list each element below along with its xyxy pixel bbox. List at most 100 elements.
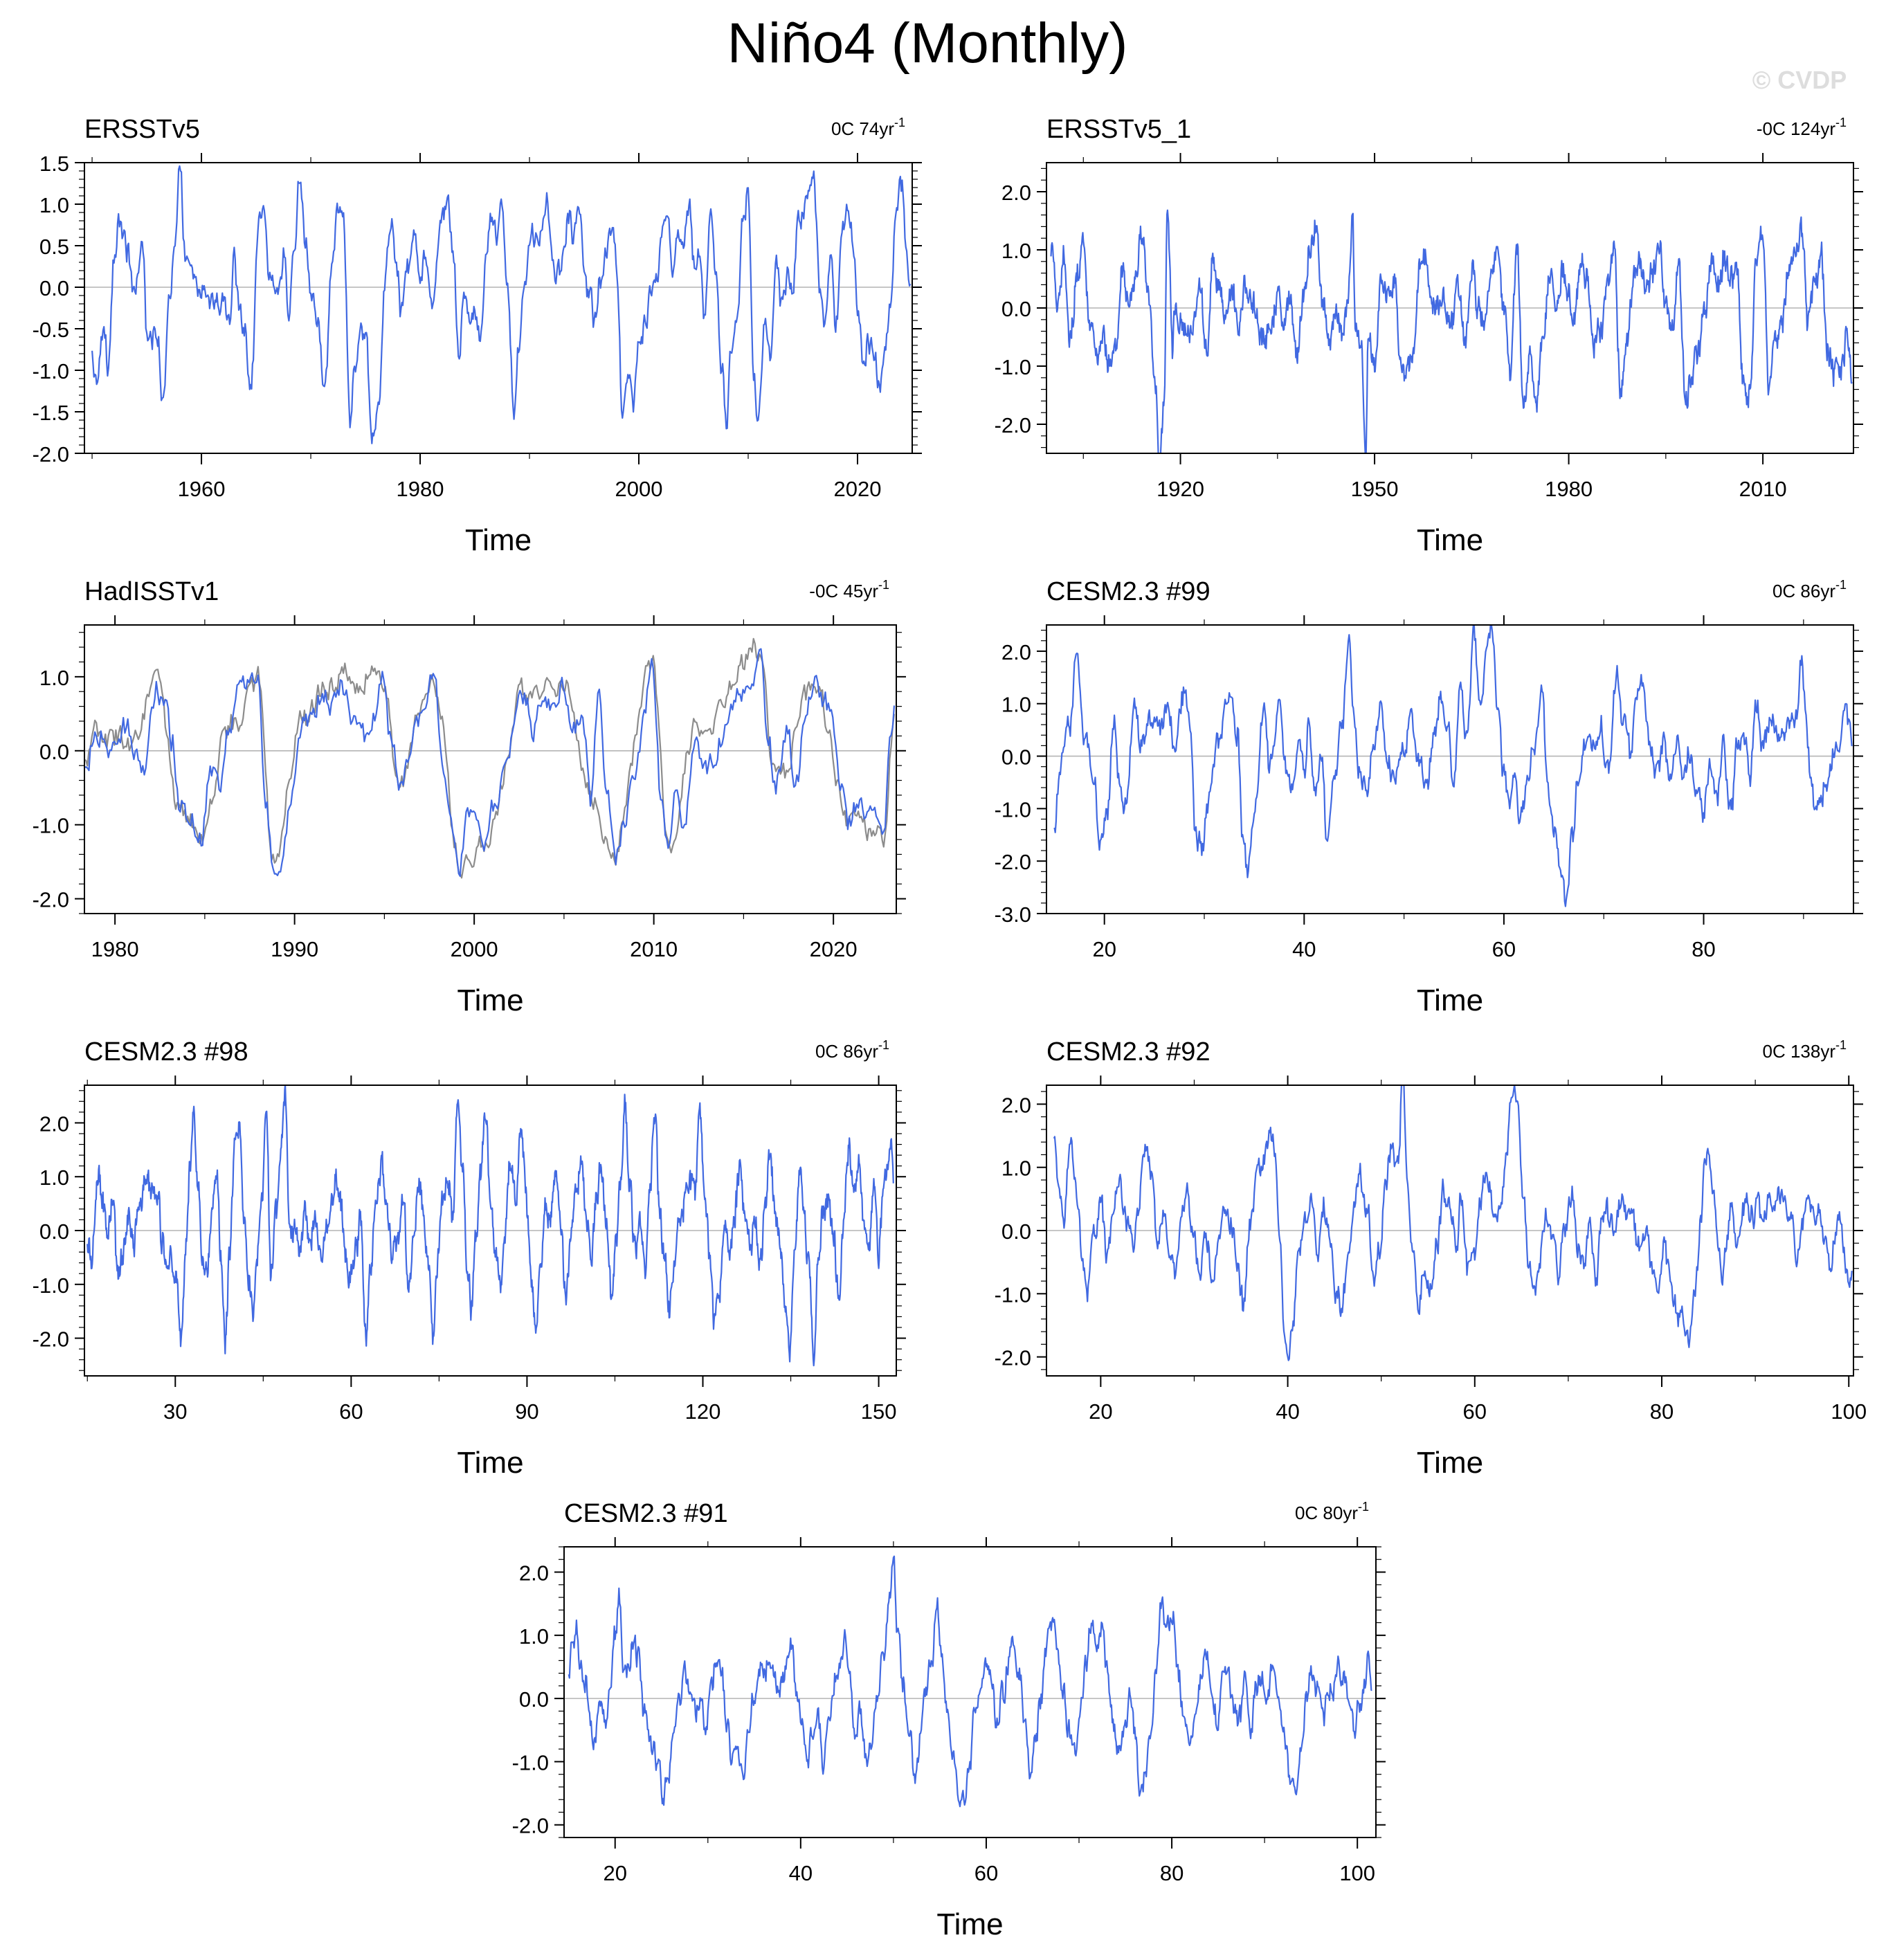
x-axis-label: Time [1417,1446,1483,1480]
figure-title: Niño4 (Monthly) [727,12,1128,75]
x-tick-label: 1980 [1545,477,1593,501]
chart-panel-1: ERSSTv5 0C 74yr-1 -2.0 -1.5 -1.0 -0.5 0.0 0.5 1.… [33,115,922,557]
x-tick-label: 1960 [178,477,226,501]
y-tick-label: 2.0 [519,1561,549,1586]
x-tick-label: 30 [163,1399,187,1424]
x-tick-label: 2000 [615,477,663,501]
x-tick-label: 2020 [834,477,882,501]
cvdp-watermark: © CVDP [1752,66,1847,94]
x-axis-label: Time [1417,523,1483,557]
x-tick-label: 60 [1492,937,1516,961]
x-tick-label: 1980 [91,937,139,961]
y-tick-label: 0.0 [39,276,69,300]
y-tick-label: 2.0 [1001,640,1031,664]
trend-label-exponent: -1 [1835,1038,1847,1052]
trend-label-exponent: -1 [878,578,889,592]
y-tick-label: 1.0 [1001,1156,1031,1181]
plot-frame [1046,624,1854,914]
x-tick-label: 60 [974,1861,998,1885]
series-group [1050,209,1853,453]
trend-label: 0C 74yr-1 [831,116,905,139]
x-tick-label: 1980 [397,477,444,501]
y-tick-label: 0.5 [39,235,69,259]
y-tick-label: 0.0 [1001,297,1031,321]
panel-title: ERSSTv5_1 [1046,115,1191,144]
series-group [1053,625,1853,907]
x-tick-label: 80 [1160,1861,1184,1885]
y-tick-label: -1.0 [33,814,69,838]
y-tick-label: -2.0 [33,442,69,466]
x-tick-label: 60 [1463,1399,1487,1424]
x-axis-label: Time [457,1446,523,1480]
series-line-main [1050,209,1853,453]
trend-label-exponent: -1 [1835,578,1847,592]
trend-label: 0C 86yr-1 [815,1038,889,1062]
y-tick-label: 0.0 [519,1687,549,1712]
chart-panel-7: CESM2.3 #91 0C 80yr-1 -2.0 -1.0 0.0 1.0 2.0 20 4… [512,1499,1386,1941]
series-group [87,1085,894,1367]
y-tick-label: -1.0 [33,359,69,383]
series-line-main [91,165,912,444]
chart-panel-6: CESM2.3 #92 0C 138yr-1 -2.0 -1.0 0.0 1.0 2.0 20… [995,1037,1867,1480]
x-tick-label: 80 [1650,1399,1674,1424]
trend-label: -0C 124yr-1 [1757,116,1847,139]
y-tick-label: 1.0 [39,193,69,217]
y-tick-label: -2.0 [995,1346,1031,1370]
chart-panel-3: HadISSTv1 -0C 45yr-1 -2.0 -1.0 0.0 1.0 1980 199… [33,577,906,1017]
x-tick-label: 2010 [1739,477,1787,501]
panel-grid: ERSSTv5 0C 74yr-1 -2.0 -1.5 -1.0 -0.5 0.0 0.5 1.… [33,115,1867,1941]
y-tick-label: -1.5 [33,401,69,425]
y-tick-label: -3.0 [995,902,1031,927]
plot-frame [84,624,897,914]
trend-label: 0C 138yr-1 [1762,1038,1847,1062]
y-tick-label: 1.0 [519,1624,549,1649]
chart-panel-4: CESM2.3 #99 0C 86yr-1 -3.0 -2.0 -1.0 0.0 1.0 2.… [995,577,1863,1017]
series-group [568,1555,1372,1808]
y-tick-label: 0.0 [39,1219,69,1244]
trend-label: 0C 80yr-1 [1295,1500,1369,1523]
panel-title: CESM2.3 #98 [84,1037,248,1067]
x-tick-label: 2000 [451,937,498,961]
x-tick-label: 20 [603,1861,626,1885]
x-axis-label: Time [457,983,523,1017]
series-line-obs [84,637,896,879]
panel-title: HadISSTv1 [84,577,219,606]
y-tick-label: -2.0 [33,888,69,912]
chart-panel-5: CESM2.3 #98 0C 86yr-1 -2.0 -1.0 0.0 1.0 2.0 30 6… [33,1037,906,1480]
x-tick-label: 40 [1292,937,1316,961]
y-tick-label: -2.0 [995,413,1031,437]
y-tick-label: 2.0 [1001,1093,1031,1117]
plot-frame [563,1546,1377,1838]
x-tick-label: 1950 [1351,477,1399,501]
series-line-main [568,1555,1372,1808]
trend-label-exponent: -1 [1358,1500,1369,1514]
x-tick-label: 40 [1276,1399,1299,1424]
series-group [84,637,896,879]
plot-frame [84,162,913,454]
trend-label-exponent: -1 [894,116,905,129]
y-tick-label: -2.0 [33,1327,69,1352]
series-group [91,165,912,444]
y-tick-label: -2.0 [512,1814,549,1838]
trend-label-exponent: -1 [878,1038,889,1052]
x-tick-label: 20 [1092,937,1116,961]
y-tick-label: 0.0 [1001,1219,1031,1244]
y-tick-label: -0.5 [33,318,69,342]
y-tick-label: 0.0 [1001,745,1031,770]
panel-title: CESM2.3 #91 [564,1499,728,1528]
x-tick-label: 80 [1692,937,1715,961]
y-tick-label: 1.0 [39,666,69,690]
x-tick-label: 100 [1831,1399,1867,1424]
y-tick-label: 1.0 [1001,693,1031,717]
series-line-main [87,1085,894,1367]
y-tick-label: -1.0 [995,355,1031,379]
panel-title: CESM2.3 #99 [1046,577,1211,606]
trend-label-exponent: -1 [1835,116,1847,129]
y-tick-label: -1.0 [995,797,1031,822]
chart-panel-2: ERSSTv5_1 -0C 124yr-1 -2.0 -1.0 0.0 1.0 2.0 192… [995,115,1863,557]
y-tick-label: -1.0 [995,1282,1031,1307]
trend-label: -0C 45yr-1 [809,578,889,601]
panel-title: ERSSTv5 [84,115,200,144]
x-axis-label: Time [936,1907,1003,1941]
x-tick-label: 40 [789,1861,813,1885]
